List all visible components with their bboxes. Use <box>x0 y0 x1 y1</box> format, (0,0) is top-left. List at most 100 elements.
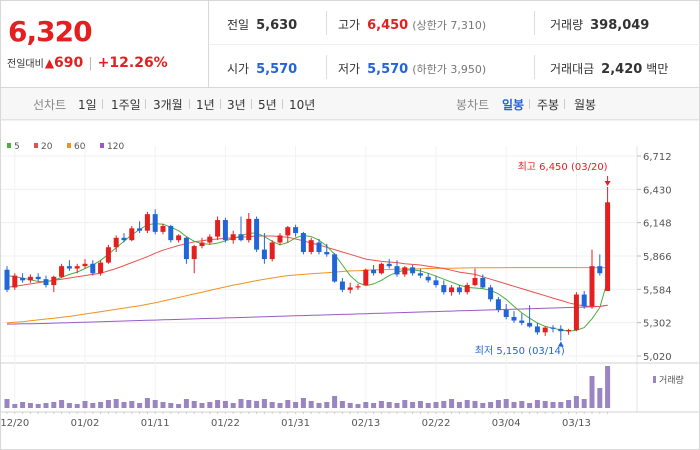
period-5y[interactable]: 5년 <box>258 98 277 112</box>
y-tick-label: 6,148 <box>643 219 672 230</box>
candle-body <box>285 227 291 236</box>
volume-bar <box>449 399 455 408</box>
candle-body <box>605 202 611 291</box>
volume-bar <box>137 403 143 408</box>
x-tick-label: 01/22 <box>211 418 240 429</box>
candle-body <box>137 228 143 231</box>
x-tick-label: 12/20 <box>1 418 29 429</box>
low-price: 저가 5,570 (하한가 3,950) <box>338 62 487 77</box>
trade-value: 거래대금 2,420 백만 <box>550 62 669 77</box>
volume-bar <box>191 401 197 408</box>
volume-bar <box>230 403 236 408</box>
volume-bar <box>293 402 299 408</box>
candle-body <box>425 276 431 281</box>
candle-body <box>82 263 88 267</box>
candle-body <box>90 263 96 274</box>
x-tick-label: 02/22 <box>422 418 451 429</box>
candle-body <box>573 294 579 330</box>
candle-body <box>316 242 322 252</box>
candle-body <box>121 237 127 241</box>
low-arrowhead <box>557 341 564 347</box>
y-tick-label: 5,866 <box>643 252 672 263</box>
x-tick-label: 01/31 <box>281 418 310 429</box>
ma20-line <box>6 235 608 308</box>
period-1d[interactable]: 1일 <box>78 98 97 112</box>
volume-bar <box>573 396 579 408</box>
change-row: 전일대비▲690 | +12.26% <box>7 55 168 71</box>
change-label: 전일대비 <box>7 59 44 70</box>
volume-bar <box>511 402 517 408</box>
candle-body <box>410 267 416 274</box>
candle-body <box>566 329 572 332</box>
y-tick-label: 5,584 <box>643 285 672 296</box>
candle-body <box>534 326 540 333</box>
candle-body <box>597 266 603 274</box>
legend-label: 20 <box>41 142 53 152</box>
candle-weekly[interactable]: 주봉 <box>537 98 560 112</box>
volume-bar <box>464 400 470 408</box>
volume-bar <box>417 401 423 408</box>
volume-bar <box>371 403 377 408</box>
volume-bar <box>581 399 587 408</box>
period-1y[interactable]: 1년 <box>196 98 215 112</box>
candle-body <box>495 299 501 310</box>
candle-body <box>464 285 470 293</box>
candle-body <box>519 320 525 323</box>
candle-body <box>98 262 104 274</box>
volume-bar <box>339 401 345 408</box>
candle-body <box>12 275 18 288</box>
ma120-line <box>6 304 608 325</box>
candle-monthly[interactable]: 월봉 <box>574 98 597 112</box>
volume-bar <box>12 404 18 408</box>
chart-area: 6,712 6,430 6,148 5,866 5,584 5,302 5,020 5 20 60… <box>0 120 700 450</box>
volume-bar <box>534 400 540 408</box>
volume-bar <box>285 400 291 408</box>
ma60-line <box>6 267 608 324</box>
volume-bar <box>176 404 182 408</box>
volume-bar <box>254 401 260 408</box>
volume-bar <box>519 401 525 408</box>
volume-bar <box>183 399 189 408</box>
volume-bar <box>480 403 486 408</box>
candle-daily[interactable]: 일봉 <box>502 98 525 112</box>
volume-bar <box>82 401 88 408</box>
price-box: 6,320 전일대비▲690 | +12.26% <box>1 1 209 87</box>
volume-bar <box>222 401 228 408</box>
y-tick-label: 5,302 <box>643 319 672 330</box>
period-3m[interactable]: 3개월 <box>153 98 183 112</box>
candle-body <box>581 294 587 307</box>
volume-bar <box>199 403 205 408</box>
candle-body <box>160 225 166 232</box>
volume-bar <box>316 403 322 408</box>
period-3y[interactable]: 3년 <box>227 98 246 112</box>
volume-bar <box>332 396 338 408</box>
candle-body <box>207 236 213 243</box>
candle-body <box>449 287 455 293</box>
volume-bar <box>207 402 213 408</box>
candle-body <box>550 327 556 329</box>
x-tick-label: 01/02 <box>71 418 100 429</box>
volume-bar <box>20 402 26 408</box>
change-amount: 690 <box>54 55 84 71</box>
y-tick-label: 5,020 <box>643 352 672 363</box>
period-1w[interactable]: 1주일 <box>111 98 141 112</box>
candle-body <box>542 327 548 333</box>
candle-body <box>347 287 353 290</box>
candle-body <box>441 285 447 293</box>
candle-body <box>20 277 26 281</box>
volume-bar <box>495 400 501 408</box>
quote-panel: 6,320 전일대비▲690 | +12.26% 전일 5,630 고가 6,450 (상… <box>0 0 700 88</box>
candle-body <box>168 225 174 241</box>
volume-bar <box>27 403 33 408</box>
volume-bar <box>121 402 127 408</box>
candle-body <box>74 266 80 269</box>
volume-bar <box>347 403 353 408</box>
period-10y[interactable]: 10년 <box>289 98 316 112</box>
volume-bar <box>558 402 564 408</box>
volume-bar <box>113 399 119 408</box>
candle-body <box>339 281 345 290</box>
candle-body <box>113 237 119 248</box>
volume-bar <box>425 403 431 408</box>
candle-body <box>191 246 197 260</box>
volume-bar <box>90 403 96 408</box>
